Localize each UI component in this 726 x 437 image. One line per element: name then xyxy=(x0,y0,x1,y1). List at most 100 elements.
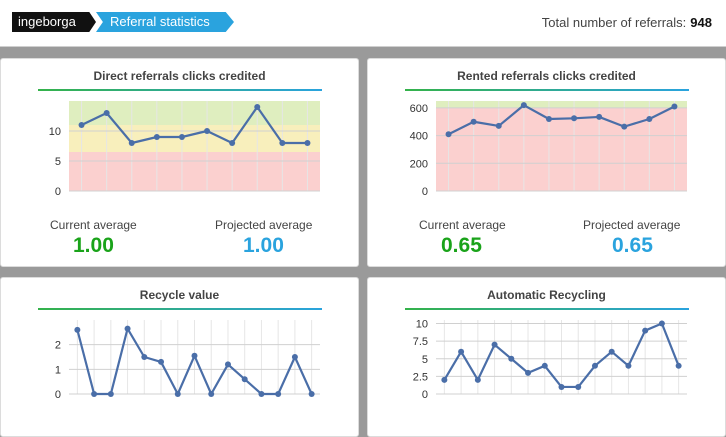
y-tick-label: 200 xyxy=(410,158,428,170)
data-point xyxy=(571,115,578,122)
data-point xyxy=(107,391,114,397)
data-point xyxy=(575,383,582,390)
panel-recycle-value: Recycle value 0 1 2 xyxy=(0,277,359,437)
panel-title-rented: Rented referrals clicks credited xyxy=(457,69,636,83)
current-average-value: 0.65 xyxy=(441,234,482,257)
data-point xyxy=(608,348,615,355)
data-point xyxy=(520,102,527,109)
data-point xyxy=(174,391,181,397)
data-point xyxy=(141,354,148,360)
title-underline xyxy=(38,308,322,310)
breadcrumb-user-label: ingeborga xyxy=(18,14,76,29)
panel-automatic-recycling: Automatic Recycling 0 2.5 5 7.5 10 xyxy=(367,277,726,437)
series-line xyxy=(81,105,308,145)
data-point xyxy=(558,383,565,390)
data-point xyxy=(495,122,502,129)
current-average-label: Current average xyxy=(50,218,137,232)
zone-red xyxy=(69,152,320,191)
panel-rented-referrals: Rented referrals clicks credited 0 200 400… xyxy=(367,58,726,267)
zone-green xyxy=(69,101,320,125)
total-referrals-label: Total number of referrals: xyxy=(541,15,687,30)
data-point xyxy=(128,140,135,146)
y-tick-label: 2 xyxy=(55,340,61,352)
data-point xyxy=(291,354,298,360)
zone-green xyxy=(436,101,687,108)
data-point xyxy=(458,348,465,355)
data-point xyxy=(445,131,452,138)
data-point xyxy=(304,140,311,146)
data-point xyxy=(545,116,552,122)
data-point xyxy=(254,104,261,110)
data-point xyxy=(646,116,653,122)
current-average-label: Current average xyxy=(419,218,506,232)
panel-direct-referrals: Direct referrals clicks credited 0 5 10 Cu… xyxy=(0,58,359,267)
data-point xyxy=(596,113,603,120)
current-average-value: 1.00 xyxy=(73,234,114,257)
y-tick-label: 0 xyxy=(55,186,61,198)
chart-direct-referrals: 0 5 10 xyxy=(49,101,320,198)
data-point xyxy=(625,362,632,369)
projected-average-value: 1.00 xyxy=(243,234,284,257)
data-point xyxy=(191,352,198,359)
data-point xyxy=(91,391,98,397)
series-line xyxy=(448,104,675,136)
data-point xyxy=(258,391,265,397)
data-point xyxy=(279,140,286,146)
panel-title-recycle: Recycle value xyxy=(139,288,220,302)
y-tick-label: 5 xyxy=(422,354,428,366)
data-point xyxy=(208,391,215,397)
title-underline xyxy=(405,308,689,310)
data-point xyxy=(591,362,598,369)
y-tick-label: 2.5 xyxy=(413,371,428,383)
data-point xyxy=(178,134,185,140)
data-point xyxy=(229,140,236,146)
data-point xyxy=(675,362,682,369)
y-tick-label: 400 xyxy=(410,131,428,143)
header-bar: ingeborga Referral statistics Total numb… xyxy=(0,0,726,47)
projected-average-label: Projected average xyxy=(215,218,313,232)
data-point xyxy=(642,327,649,334)
title-underline xyxy=(405,89,689,91)
y-tick-label: 1 xyxy=(55,364,61,376)
breadcrumb-user[interactable]: ingeborga xyxy=(12,12,96,32)
y-tick-label: 10 xyxy=(49,126,61,138)
breadcrumb-referral-statistics[interactable]: Referral statistics xyxy=(96,12,234,32)
data-point xyxy=(470,118,477,125)
data-point xyxy=(103,110,110,116)
data-point xyxy=(621,123,628,130)
y-tick-label: 10 xyxy=(416,319,428,331)
panel-title-auto: Automatic Recycling xyxy=(487,288,606,302)
chart-recycle-value: 0 1 2 xyxy=(55,320,320,401)
data-point xyxy=(204,128,211,134)
chart-automatic-recycling: 0 2.5 5 7.5 10 xyxy=(413,319,687,401)
y-tick-label: 0 xyxy=(422,186,428,198)
y-tick-label: 0 xyxy=(55,389,61,401)
data-point xyxy=(671,103,678,110)
data-point xyxy=(241,376,248,383)
projected-average-label: Projected average xyxy=(583,218,681,232)
y-tick-label: 600 xyxy=(410,103,428,115)
y-tick-label: 5 xyxy=(55,156,61,168)
data-point xyxy=(224,361,231,368)
chart-rented-referrals: 0 200 400 600 xyxy=(410,101,687,198)
data-point xyxy=(525,369,532,376)
data-point xyxy=(124,325,131,332)
total-referrals: Total number of referrals: 948 xyxy=(542,15,712,30)
data-point xyxy=(78,122,85,128)
total-referrals-value: 948 xyxy=(690,15,712,30)
data-point xyxy=(74,326,81,333)
data-point xyxy=(541,362,548,369)
panel-title-direct: Direct referrals clicks credited xyxy=(93,69,266,83)
data-point xyxy=(508,355,515,362)
data-point xyxy=(153,134,160,140)
data-point xyxy=(275,391,282,397)
breadcrumb-section-label: Referral statistics xyxy=(110,14,210,29)
data-point xyxy=(308,391,315,397)
y-tick-label: 7.5 xyxy=(413,336,428,348)
projected-average-value: 0.65 xyxy=(612,234,653,257)
data-point xyxy=(491,341,498,348)
title-underline xyxy=(38,89,322,91)
data-point xyxy=(658,320,665,327)
data-point xyxy=(158,358,165,365)
y-tick-label: 0 xyxy=(422,389,428,401)
